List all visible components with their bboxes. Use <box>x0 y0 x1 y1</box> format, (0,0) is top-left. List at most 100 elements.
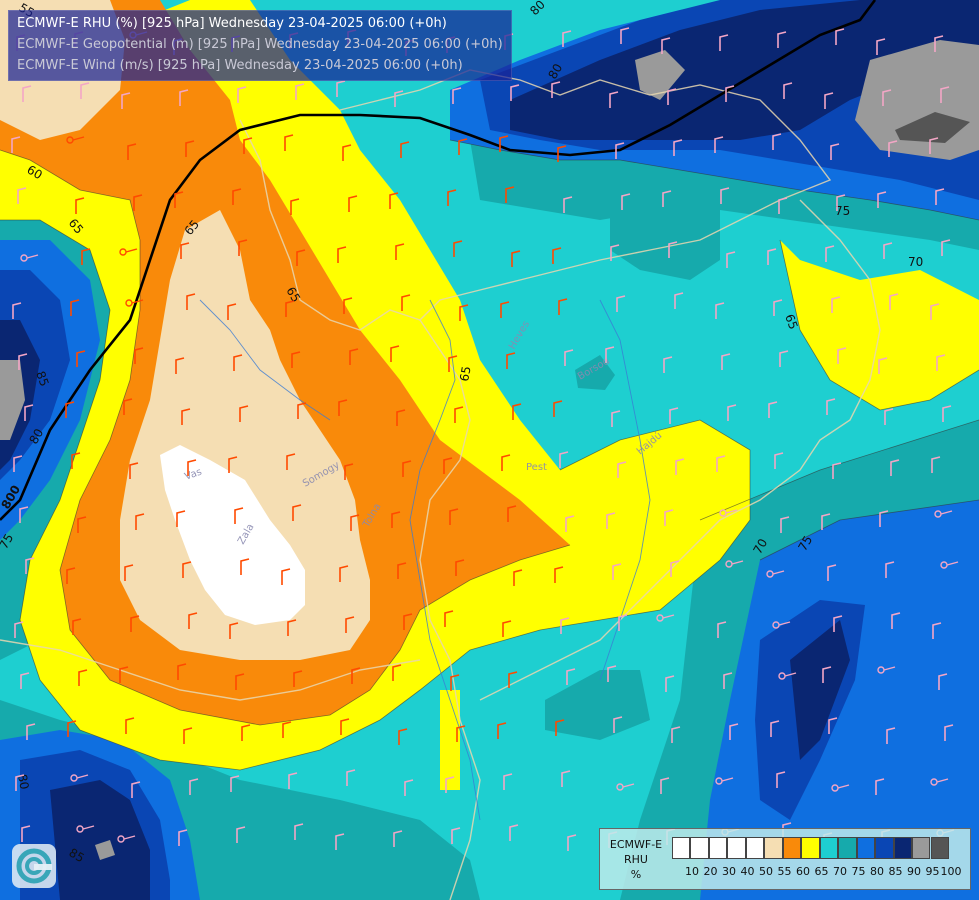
wind-barb <box>507 505 517 522</box>
wind-barb <box>290 198 300 215</box>
wind-barb <box>80 82 90 99</box>
contour-label: 75 <box>795 533 815 553</box>
contour-label: 80 <box>26 426 46 446</box>
wind-barb <box>404 779 414 796</box>
legend-swatch <box>782 837 802 859</box>
wind-barb <box>339 565 349 582</box>
wind-barb <box>175 357 185 374</box>
legend-tick-label: 85 <box>888 865 903 878</box>
wind-barb <box>293 670 303 687</box>
wind-barb <box>877 191 887 208</box>
wind-barb <box>929 137 939 154</box>
wind-barb <box>513 569 523 586</box>
legend-swatch <box>801 837 820 859</box>
wind-barb <box>19 506 29 523</box>
wind-barb <box>727 404 737 421</box>
wind-barb <box>131 781 141 798</box>
wind-barb <box>671 726 681 743</box>
rivers <box>199 299 651 821</box>
wind-barb <box>183 727 193 744</box>
wind-barb <box>448 355 458 372</box>
borders <box>0 69 881 900</box>
wind-barb <box>443 457 453 474</box>
rhu-95-100-area <box>895 112 970 143</box>
contour-label: 65 <box>283 285 303 305</box>
wind-barb <box>77 516 87 533</box>
legend-tick-label: 80 <box>870 865 884 878</box>
legend-swatch <box>727 837 746 859</box>
wind-barb <box>395 243 405 260</box>
wind-barb <box>227 303 237 320</box>
wind-barb <box>282 721 292 738</box>
wind-barb <box>716 455 726 472</box>
wind-barb <box>285 300 295 317</box>
wind-barb <box>778 197 788 214</box>
legend-tick-label: 40 <box>740 865 755 878</box>
legend-swatches <box>672 837 949 859</box>
wind-barb <box>348 195 358 212</box>
wind-barb <box>717 621 727 638</box>
wind-barb <box>13 455 23 472</box>
wind-barb <box>669 407 679 424</box>
wind-barb <box>557 145 567 162</box>
geopotential-800-line <box>0 0 877 521</box>
wind-barb <box>24 404 34 421</box>
wind-barb <box>228 456 238 473</box>
wind-barb <box>610 244 620 261</box>
wind-barb <box>878 357 888 374</box>
wind-barb <box>674 292 684 309</box>
wind-barb <box>398 728 408 745</box>
wind-barb <box>885 561 895 578</box>
calm-wind-tail <box>778 621 791 626</box>
wind-barb <box>831 296 841 313</box>
wind-barb <box>453 240 463 257</box>
wind-barb <box>21 825 31 842</box>
wind-barb <box>944 724 954 741</box>
wind-barb <box>403 613 413 630</box>
wind-barb <box>774 452 784 469</box>
wind-barb <box>886 727 896 744</box>
wind-barb <box>349 348 359 365</box>
wind-barb <box>232 188 242 205</box>
wind-barb <box>238 239 248 256</box>
wind-barb <box>179 89 189 106</box>
wind-barb <box>609 91 619 108</box>
legend-swatch <box>764 837 783 859</box>
wind-barb <box>455 559 465 576</box>
rhu-title: ECMWF-E RHU (%) [925 hPa] Wednesday 23-0… <box>17 16 447 31</box>
wind-barb <box>18 353 28 370</box>
wind-barb <box>284 134 294 151</box>
contour-lines <box>0 139 979 771</box>
wind-barb <box>827 564 837 581</box>
calm-wind-tail <box>662 614 675 619</box>
calm-wind-tail <box>72 136 85 141</box>
wind-barb <box>780 516 790 533</box>
wind-barb <box>561 770 571 787</box>
legend-swatch <box>690 837 709 859</box>
legend-swatch <box>819 837 839 859</box>
contour-label: 80 <box>15 773 31 790</box>
wind-barb <box>930 303 940 320</box>
wind-barb <box>664 509 674 526</box>
wind-barb <box>338 399 348 416</box>
wind-barb <box>673 139 683 156</box>
calm-wind-tail <box>26 254 39 259</box>
wind-barb <box>180 242 190 259</box>
wind-barb <box>451 827 461 844</box>
wind-barb <box>296 249 306 266</box>
ecmwf-logo-icon <box>12 844 56 888</box>
wind-barb <box>825 245 835 262</box>
wind-barb <box>508 671 518 688</box>
wind-barb <box>400 141 410 158</box>
wind-barb <box>662 190 672 207</box>
wind-barb <box>182 561 192 578</box>
wind-barb <box>234 507 244 524</box>
wind-barb <box>174 191 184 208</box>
legend-tick-label: 50 <box>759 865 773 878</box>
place-label: Pest <box>526 462 547 473</box>
wind-barb <box>553 400 563 417</box>
wind-barb <box>822 666 832 683</box>
wind-barb <box>336 80 346 97</box>
legend-swatch <box>708 837 728 859</box>
